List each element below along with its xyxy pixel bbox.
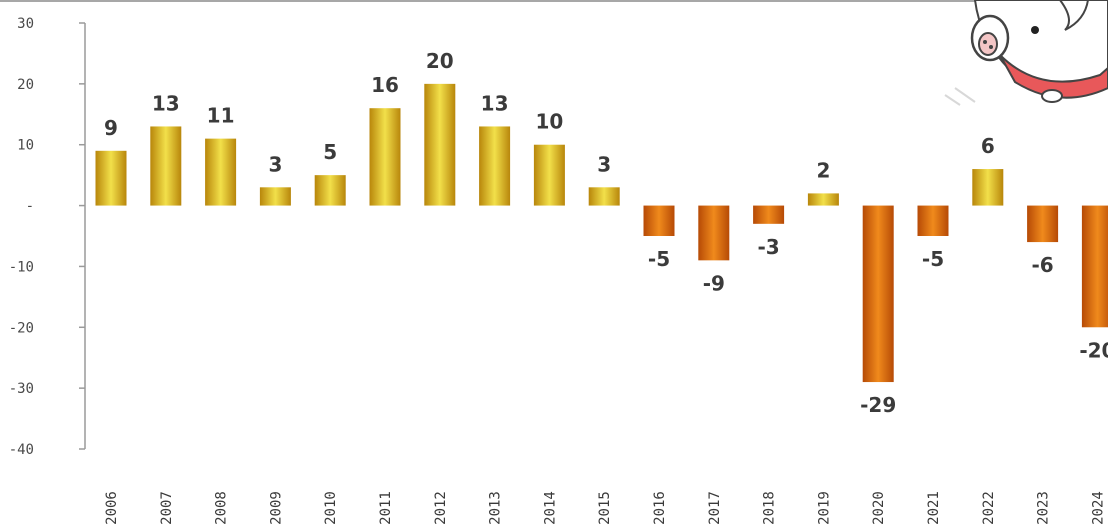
y-tick-label: -10 [9, 259, 34, 275]
x-tick-label-2010: 2010 [323, 491, 339, 525]
bar-2012 [424, 83, 456, 206]
x-tick-label-2017: 2017 [707, 491, 723, 525]
y-tick-label: 20 [17, 77, 34, 93]
data-label-2015: 3 [597, 152, 611, 176]
bar-2024 [1081, 205, 1108, 328]
x-tick-label-2023: 2023 [1036, 491, 1052, 525]
data-label-2009: 3 [268, 152, 282, 176]
data-label-2011: 16 [371, 73, 399, 97]
y-tick-label: -40 [9, 442, 34, 458]
x-tick-label-2019: 2019 [816, 491, 832, 525]
bar-2013 [479, 126, 511, 206]
data-label-2012: 20 [426, 49, 454, 73]
data-label-2018: -3 [757, 235, 779, 259]
data-label-2021: -5 [922, 247, 944, 271]
bar-2006 [95, 150, 127, 206]
bar-2014 [533, 144, 565, 206]
x-tick-label-2015: 2015 [597, 491, 613, 525]
bar-2011 [369, 108, 401, 206]
y-tick-label: 10 [17, 138, 34, 154]
x-tick-label-2011: 2011 [378, 491, 394, 525]
bar-2020 [862, 205, 894, 383]
x-tick-label-2012: 2012 [433, 491, 449, 525]
x-tick-label-2007: 2007 [159, 491, 175, 525]
bar-2007 [150, 126, 182, 206]
bar-2008 [205, 138, 237, 206]
y-tick-label: 30 [17, 16, 34, 32]
x-tick-label-2014: 2014 [542, 491, 558, 525]
data-label-2007: 13 [152, 91, 180, 115]
data-label-2024: -20 [1079, 338, 1108, 362]
piggy-bank-icon [944, 0, 1108, 106]
x-tick-label-2021: 2021 [926, 491, 942, 525]
bar-2022 [972, 169, 1004, 206]
bar-2009 [259, 187, 291, 206]
x-axis-labels: 2006 2007 2008 2009 2010 2011 2012 2013 2014 2015… [104, 491, 1106, 525]
data-label-2014: 10 [535, 110, 563, 134]
bar-2023 [1027, 205, 1059, 243]
y-tick-label: -20 [9, 320, 34, 336]
bar-2019 [807, 193, 839, 206]
data-label-2022: 6 [981, 134, 995, 158]
data-label-2023: -6 [1031, 253, 1053, 277]
data-labels-group: 9 13 11 3 5 16 20 13 10 3 -5 -9 -3 2 -29 -5 6 -6 -20 [104, 49, 1108, 417]
x-tick-label-2018: 2018 [762, 491, 778, 525]
bar-2017 [698, 205, 730, 261]
data-label-2016: -5 [648, 247, 670, 271]
bar-2021 [917, 205, 949, 236]
bar-2010 [314, 175, 346, 206]
data-label-2006: 9 [104, 116, 118, 140]
x-tick-label-2006: 2006 [104, 491, 120, 525]
x-tick-label-2009: 2009 [268, 491, 284, 525]
data-label-2019: 2 [816, 158, 830, 182]
x-tick-label-2020: 2020 [871, 491, 887, 525]
x-tick-label-2008: 2008 [214, 491, 230, 525]
data-label-2020: -29 [860, 393, 896, 417]
bar-2018 [753, 205, 785, 224]
bar-2016 [643, 205, 675, 236]
data-label-2013: 13 [481, 91, 509, 115]
x-tick-label-2016: 2016 [652, 491, 668, 525]
data-label-2017: -9 [703, 271, 725, 295]
y-tick-label: -30 [9, 381, 34, 397]
y-axis: 30 20 10 - -10 -20 -30 -40 [9, 16, 86, 458]
bars-group [95, 83, 1108, 383]
x-tick-label-2013: 2013 [488, 491, 504, 525]
y-tick-label: - [26, 199, 34, 215]
x-tick-label-2022: 2022 [981, 491, 997, 525]
data-label-2008: 11 [207, 104, 235, 128]
x-tick-label-2024: 2024 [1090, 491, 1106, 525]
bar-2015 [588, 187, 620, 206]
data-label-2010: 5 [323, 140, 337, 164]
